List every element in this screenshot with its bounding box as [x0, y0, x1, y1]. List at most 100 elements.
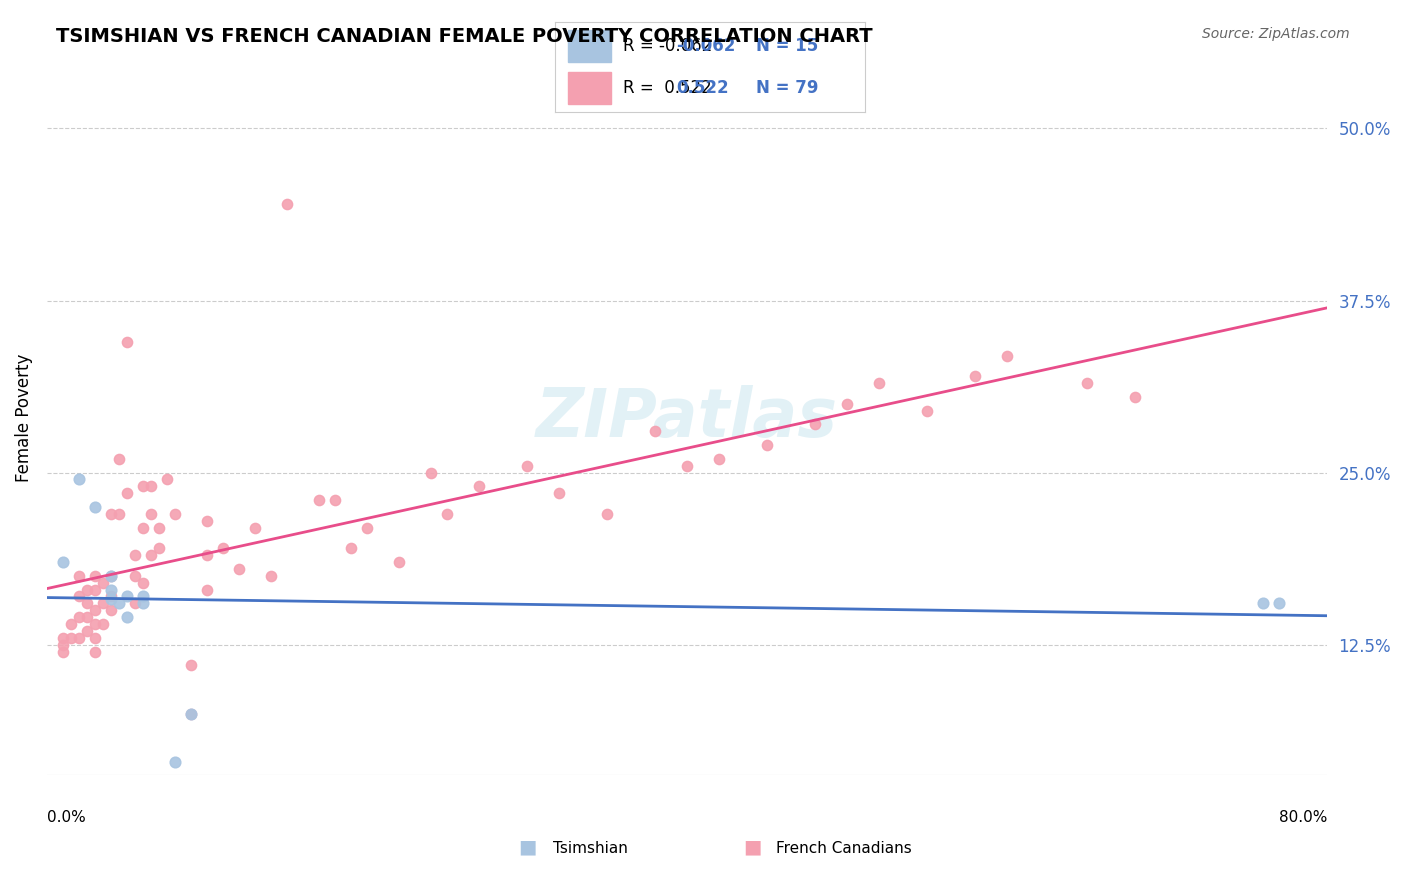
Point — [356, 521, 378, 535]
Point — [1123, 390, 1146, 404]
Text: ZIPatlas: ZIPatlas — [536, 384, 838, 450]
Point — [67, 473, 90, 487]
Point — [676, 458, 699, 473]
Point — [67, 569, 90, 583]
Point — [132, 590, 155, 604]
Point — [228, 562, 250, 576]
Point — [1251, 596, 1274, 610]
Point — [115, 486, 138, 500]
Point — [115, 590, 138, 604]
Point — [100, 569, 122, 583]
Point — [83, 569, 105, 583]
Y-axis label: Female Poverty: Female Poverty — [15, 353, 32, 482]
Point — [323, 493, 346, 508]
Point — [707, 451, 730, 466]
Point — [139, 548, 162, 562]
Point — [76, 596, 98, 610]
FancyBboxPatch shape — [568, 72, 612, 104]
Point — [124, 569, 146, 583]
Text: TSIMSHIAN VS FRENCH CANADIAN FEMALE POVERTY CORRELATION CHART: TSIMSHIAN VS FRENCH CANADIAN FEMALE POVE… — [56, 27, 873, 45]
Point — [52, 638, 75, 652]
Text: R = -0.062: R = -0.062 — [623, 37, 713, 55]
Point — [260, 569, 283, 583]
Text: French Canadians: French Canadians — [776, 841, 911, 856]
Point — [420, 466, 443, 480]
Point — [868, 376, 890, 390]
Point — [115, 334, 138, 349]
Text: ■: ■ — [742, 838, 762, 856]
Point — [212, 541, 235, 556]
Point — [91, 596, 114, 610]
Point — [52, 644, 75, 658]
Point — [52, 555, 75, 569]
Point — [91, 575, 114, 590]
Point — [83, 617, 105, 632]
Point — [195, 582, 218, 597]
Point — [516, 458, 538, 473]
Point — [59, 617, 82, 632]
Text: 0.522: 0.522 — [676, 79, 728, 97]
Point — [83, 631, 105, 645]
Point — [995, 349, 1018, 363]
Point — [915, 403, 938, 417]
Point — [67, 610, 90, 624]
Text: N = 79: N = 79 — [756, 79, 818, 97]
Point — [52, 631, 75, 645]
Point — [276, 197, 298, 211]
Point — [436, 507, 458, 521]
Point — [83, 582, 105, 597]
Point — [180, 706, 202, 721]
Point — [83, 603, 105, 617]
Point — [108, 507, 131, 521]
Point — [596, 507, 619, 521]
Text: 0.0%: 0.0% — [46, 810, 86, 825]
Text: ■: ■ — [517, 838, 537, 856]
Text: -0.062: -0.062 — [676, 37, 735, 55]
Point — [756, 438, 779, 452]
Text: Source: ZipAtlas.com: Source: ZipAtlas.com — [1202, 27, 1350, 41]
Point — [804, 417, 827, 432]
Point — [100, 603, 122, 617]
Point — [124, 596, 146, 610]
Point — [100, 507, 122, 521]
Point — [100, 569, 122, 583]
Point — [139, 507, 162, 521]
Point — [308, 493, 330, 508]
Point — [195, 514, 218, 528]
Point — [468, 479, 491, 493]
Point — [965, 369, 987, 384]
Point — [132, 479, 155, 493]
Point — [195, 548, 218, 562]
Point — [59, 631, 82, 645]
Text: Tsimshian: Tsimshian — [553, 841, 628, 856]
Point — [163, 755, 186, 769]
Point — [180, 658, 202, 673]
Point — [67, 631, 90, 645]
Point — [340, 541, 363, 556]
Point — [156, 473, 179, 487]
Point — [132, 596, 155, 610]
Point — [67, 590, 90, 604]
Point — [91, 617, 114, 632]
Point — [548, 486, 571, 500]
Point — [100, 590, 122, 604]
Point — [100, 582, 122, 597]
Point — [644, 425, 666, 439]
Point — [132, 521, 155, 535]
Point — [1076, 376, 1098, 390]
Point — [148, 541, 170, 556]
Text: 80.0%: 80.0% — [1279, 810, 1327, 825]
Text: R =  0.522: R = 0.522 — [623, 79, 713, 97]
FancyBboxPatch shape — [568, 30, 612, 62]
Point — [76, 582, 98, 597]
Point — [180, 706, 202, 721]
Point — [76, 610, 98, 624]
Point — [132, 575, 155, 590]
Point — [124, 548, 146, 562]
Point — [108, 596, 131, 610]
Point — [148, 521, 170, 535]
Point — [139, 479, 162, 493]
Point — [100, 592, 122, 607]
Point — [115, 610, 138, 624]
Point — [243, 521, 266, 535]
